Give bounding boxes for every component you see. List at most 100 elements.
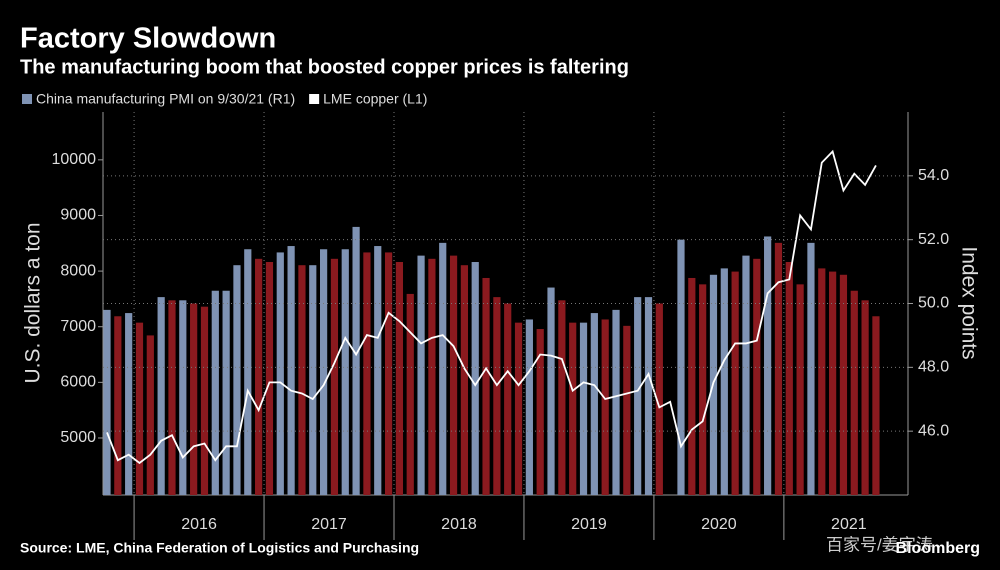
bar	[157, 297, 165, 495]
y2-tick-label: 50.0	[918, 295, 949, 312]
bar	[514, 322, 523, 495]
bar	[255, 258, 263, 495]
legend-swatch	[309, 94, 320, 104]
x-tick-label: 2017	[311, 516, 347, 533]
bar	[590, 313, 598, 495]
bar	[785, 262, 793, 495]
bar	[796, 284, 804, 495]
bar	[233, 265, 241, 495]
bar	[125, 313, 133, 495]
bar	[579, 322, 588, 495]
bar	[449, 255, 458, 495]
bar	[504, 303, 512, 495]
x-tick-label: 2016	[181, 516, 217, 533]
y-tick-label: 6000	[60, 374, 96, 391]
bar	[330, 258, 339, 495]
x-tick-label: 2021	[831, 516, 867, 533]
bar	[276, 252, 284, 495]
bar	[839, 274, 848, 495]
bar	[850, 290, 858, 495]
bar	[688, 277, 696, 495]
bar	[818, 268, 826, 495]
bar	[612, 309, 620, 495]
bar	[298, 265, 306, 495]
chart-subtitle: The manufacturing boom that boosted copp…	[20, 56, 629, 78]
bar	[460, 265, 468, 495]
plot-area	[103, 149, 880, 495]
bar	[536, 329, 544, 495]
bar	[774, 242, 783, 495]
y2-tick-label: 46.0	[918, 422, 949, 439]
bar	[352, 226, 360, 495]
bar	[525, 319, 533, 495]
bar	[861, 300, 869, 495]
bar	[428, 258, 436, 495]
bar	[168, 300, 176, 495]
x-tick-label: 2018	[441, 516, 477, 533]
bar	[406, 293, 414, 495]
bar	[872, 316, 880, 495]
bar	[623, 325, 631, 495]
bar	[547, 287, 555, 495]
bar	[709, 274, 718, 495]
bar	[439, 242, 447, 495]
bar	[558, 300, 566, 495]
y2-tick-label: 48.0	[918, 359, 949, 376]
bar	[829, 271, 837, 495]
bar	[222, 290, 230, 495]
watermark: 百家号/姜宇涛	[826, 535, 933, 554]
bar	[471, 262, 479, 495]
bar	[655, 303, 663, 495]
source: Source: LME, China Federation of Logisti…	[20, 540, 419, 556]
bar	[135, 322, 144, 495]
bar	[179, 300, 187, 495]
y-axis-label: U.S. dollars a ton	[22, 222, 45, 383]
chart-title: Factory Slowdown	[20, 23, 276, 55]
y-tick-label: 5000	[60, 429, 96, 446]
bar	[103, 309, 111, 495]
y-tick-label: 9000	[60, 207, 96, 224]
x-tick-label: 2019	[571, 516, 607, 533]
bar	[374, 246, 382, 495]
bar	[244, 249, 252, 495]
legend-label: LME copper (L1)	[323, 91, 427, 107]
bar	[720, 268, 728, 495]
bar	[644, 297, 653, 495]
bar	[287, 246, 295, 495]
bar	[363, 252, 371, 495]
y-tick-label: 8000	[60, 262, 96, 279]
bar	[417, 255, 425, 495]
brand: Bloomberg	[896, 540, 980, 557]
bar	[146, 335, 154, 495]
bar	[114, 316, 122, 495]
bar	[764, 236, 772, 495]
bar	[395, 262, 404, 495]
y-tick-label: 7000	[60, 318, 96, 335]
bar	[384, 252, 393, 495]
y-tick-label: 10000	[52, 151, 97, 168]
line	[106, 149, 877, 465]
legend-label: China manufacturing PMI on 9/30/21 (R1)	[36, 91, 295, 107]
bar	[753, 258, 761, 495]
bar	[265, 262, 274, 495]
bar	[601, 319, 609, 495]
bar	[742, 255, 750, 495]
y2-tick-label: 54.0	[918, 167, 949, 184]
y2-tick-label: 52.0	[918, 231, 949, 248]
x-tick-label: 2020	[701, 516, 737, 533]
bar	[200, 306, 209, 495]
bar	[493, 297, 501, 495]
bar	[309, 265, 317, 495]
legend-swatch	[22, 94, 32, 104]
bar	[731, 271, 739, 495]
bar	[634, 297, 642, 495]
bar	[677, 239, 685, 495]
bar	[699, 284, 707, 495]
bar	[482, 277, 490, 495]
bar	[190, 303, 198, 495]
bar	[341, 249, 349, 495]
bar	[320, 249, 328, 495]
bar	[211, 290, 219, 495]
